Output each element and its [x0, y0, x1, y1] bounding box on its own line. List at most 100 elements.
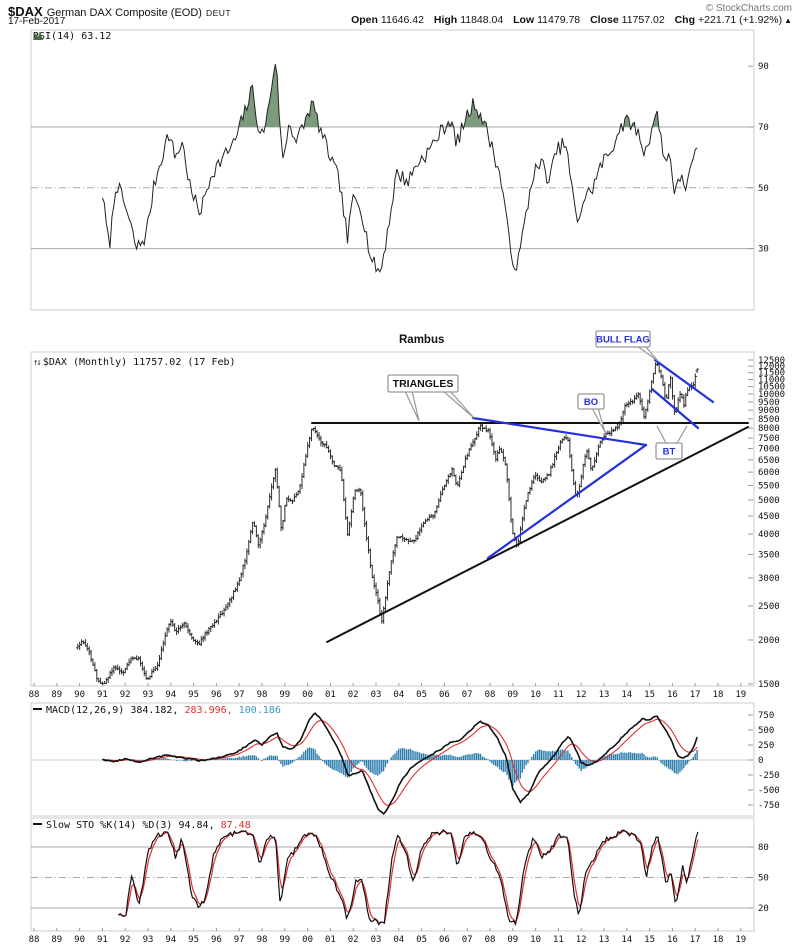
- svg-text:19: 19: [735, 935, 746, 945]
- chg-value: +221.71 (+1.92%): [698, 14, 783, 26]
- open-label: Open: [351, 14, 378, 26]
- svg-text:70: 70: [758, 123, 769, 133]
- svg-text:01: 01: [325, 935, 336, 945]
- price-annotations: TRIANGLES BULL FLAG BO BT: [311, 330, 749, 643]
- svg-text:BT: BT: [663, 447, 676, 458]
- rsi-series: [101, 64, 698, 274]
- price-panel-border: [30, 351, 755, 687]
- svg-text:500: 500: [758, 726, 774, 736]
- svg-text:20: 20: [758, 904, 769, 914]
- svg-text:17: 17: [690, 690, 701, 700]
- svg-text:03: 03: [371, 935, 382, 945]
- svg-text:99: 99: [279, 690, 290, 700]
- rambus-annotation: Rambus: [399, 334, 445, 346]
- svg-text:8500: 8500: [758, 415, 780, 425]
- line-sample-icon: [33, 708, 42, 710]
- svg-text:12500: 12500: [758, 356, 785, 366]
- svg-text:00: 00: [302, 935, 313, 945]
- up-arrow-icon: ▲: [784, 16, 792, 25]
- svg-text:89: 89: [51, 935, 62, 945]
- svg-text:10000: 10000: [758, 390, 785, 400]
- macd-label: MACD(12,26,9): [46, 705, 125, 716]
- close-label: Close: [590, 14, 619, 26]
- sto-percent-k-line: [118, 829, 699, 927]
- svg-text:4000: 4000: [758, 530, 780, 540]
- sto-panel-label: Slow STO %K(14) %D(3) 94.84, 87.48: [33, 820, 251, 831]
- rsi-label: RSI(14): [33, 31, 76, 42]
- svg-text:6000: 6000: [758, 468, 780, 478]
- chg-label: Chg: [674, 14, 696, 26]
- macd-histogram: [103, 747, 698, 786]
- svg-text:-750: -750: [758, 801, 780, 811]
- macd-value-3: 100.186: [238, 705, 281, 716]
- svg-text:04: 04: [393, 690, 404, 700]
- macd-series: [102, 712, 698, 815]
- rsi-overbought-fill: [238, 64, 659, 127]
- svg-text:15: 15: [644, 690, 655, 700]
- svg-text:10500: 10500: [758, 383, 785, 393]
- sto-value-1: 94.84,: [178, 820, 215, 831]
- svg-text:8000: 8000: [758, 424, 780, 434]
- updown-arrows-icon: ↑↓: [33, 358, 42, 368]
- exchange-code: DEUT: [205, 8, 232, 18]
- svg-text:14: 14: [621, 690, 632, 700]
- panel-grid: [30, 29, 755, 932]
- svg-text:97: 97: [234, 690, 245, 700]
- sto-label: Slow STO %K(14) %D(3): [46, 820, 173, 831]
- svg-text:16: 16: [667, 935, 678, 945]
- svg-text:06: 06: [439, 935, 450, 945]
- copyright: © StockCharts.com: [705, 3, 792, 14]
- svg-text:95: 95: [188, 690, 199, 700]
- price-panel-label: ↑↓ $DAX (Monthly) 11757.02 (17 Feb): [33, 357, 236, 368]
- svg-text:10: 10: [530, 690, 541, 700]
- svg-text:12: 12: [576, 935, 587, 945]
- indicator-peaks-icon: [33, 31, 43, 40]
- high-value: 11848.04: [460, 14, 504, 26]
- svg-text:91: 91: [97, 935, 108, 945]
- svg-text:6500: 6500: [758, 456, 780, 466]
- price-value: 11757.02: [133, 357, 182, 368]
- price-label: $DAX (Monthly): [42, 357, 128, 368]
- svg-text:-500: -500: [758, 786, 780, 796]
- svg-text:96: 96: [211, 935, 222, 945]
- svg-text:06: 06: [439, 690, 450, 700]
- svg-text:95: 95: [188, 935, 199, 945]
- svg-text:03: 03: [371, 690, 382, 700]
- svg-text:18: 18: [713, 690, 724, 700]
- high-label: High: [433, 14, 458, 26]
- svg-text:18: 18: [713, 935, 724, 945]
- svg-text:BULL FLAG: BULL FLAG: [596, 335, 650, 346]
- svg-text:07: 07: [462, 690, 473, 700]
- svg-text:00: 00: [302, 690, 313, 700]
- svg-text:94: 94: [165, 690, 176, 700]
- svg-text:3000: 3000: [758, 574, 780, 584]
- ticker-name: German DAX Composite (EOD): [46, 7, 202, 19]
- rsi-line: [101, 64, 698, 274]
- svg-text:11000: 11000: [758, 375, 785, 385]
- bo-callout: BO: [577, 393, 606, 433]
- svg-text:02: 02: [348, 935, 359, 945]
- year-axis: 88 88 89 89 90 90 91 91 92 92 93 93 94 94 95 95 96 96 97 97…: [29, 683, 746, 945]
- svg-text:15: 15: [644, 935, 655, 945]
- svg-text:89: 89: [51, 690, 62, 700]
- svg-text:4500: 4500: [758, 512, 780, 522]
- svg-text:88: 88: [29, 690, 40, 700]
- svg-text:97: 97: [234, 935, 245, 945]
- svg-text:02: 02: [348, 690, 359, 700]
- rsi-value: 63.12: [81, 31, 112, 42]
- svg-text:50: 50: [758, 874, 769, 884]
- sto-panel-border: [30, 817, 755, 932]
- triangles-callout: TRIANGLES: [387, 374, 475, 419]
- svg-text:11: 11: [553, 690, 564, 700]
- svg-text:94: 94: [165, 935, 176, 945]
- svg-text:93: 93: [143, 690, 154, 700]
- svg-text:09: 09: [507, 935, 518, 945]
- svg-text:3500: 3500: [758, 550, 780, 560]
- chart-title: $DAX German DAX Composite (EOD) DEUT: [8, 3, 231, 21]
- svg-text:80: 80: [758, 843, 769, 853]
- svg-text:08: 08: [485, 690, 496, 700]
- svg-text:BO: BO: [584, 397, 598, 408]
- svg-text:99: 99: [279, 935, 290, 945]
- svg-text:250: 250: [758, 741, 774, 751]
